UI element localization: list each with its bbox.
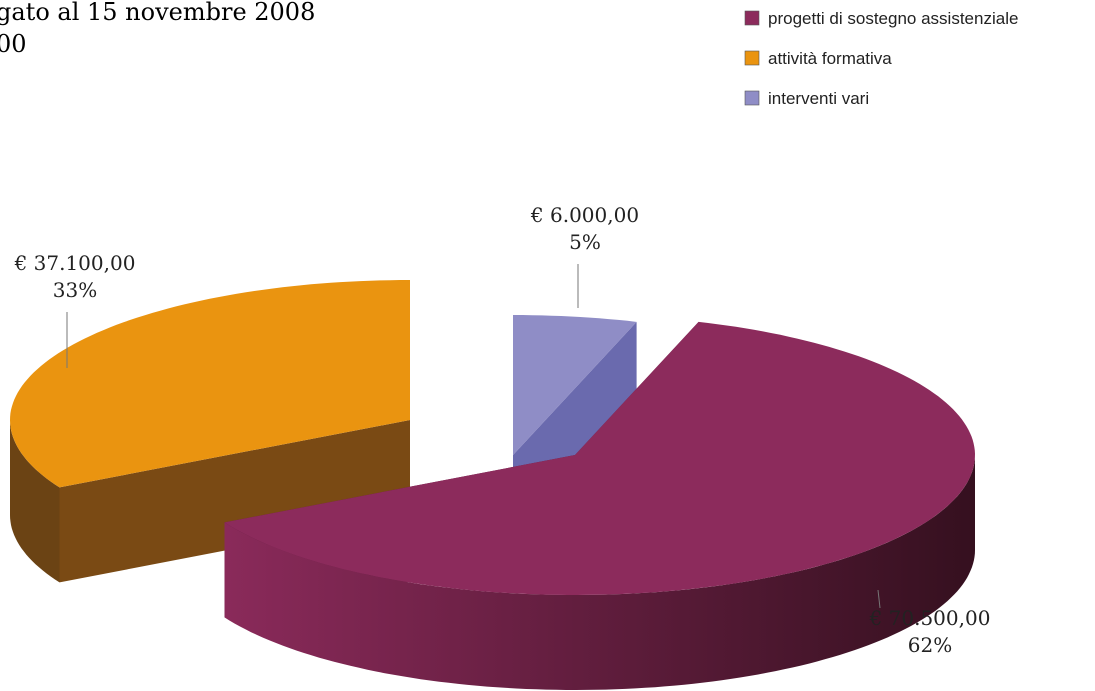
slice-top	[224, 321, 975, 595]
amount-label: € 6.000,00	[530, 203, 639, 227]
percent-label: 33%	[53, 278, 97, 302]
slice-side	[224, 455, 975, 690]
slice-top	[10, 280, 410, 488]
slice-side	[10, 420, 60, 583]
pie-slice	[10, 280, 410, 583]
leader-line	[877, 589, 881, 609]
legend-swatch	[744, 90, 760, 106]
legend-label: progetti di sostegno assistenziale	[768, 9, 1018, 28]
slice-top	[513, 315, 637, 455]
legend-label: attività formativa	[768, 49, 892, 68]
legend-swatch	[744, 50, 760, 66]
amount-label: € 37.100,00	[14, 251, 136, 275]
chart-subtitle: 00	[0, 30, 27, 58]
legend-swatch	[744, 10, 760, 26]
amount-label: € 70.500,00	[869, 606, 991, 630]
slice-cut	[59, 420, 410, 583]
percent-label: 62%	[908, 633, 952, 657]
percent-label: 5%	[569, 230, 601, 254]
chart-title: gato al 15 novembre 2008	[0, 0, 315, 26]
legend-label: interventi vari	[768, 89, 869, 108]
pie-slice	[224, 321, 975, 690]
